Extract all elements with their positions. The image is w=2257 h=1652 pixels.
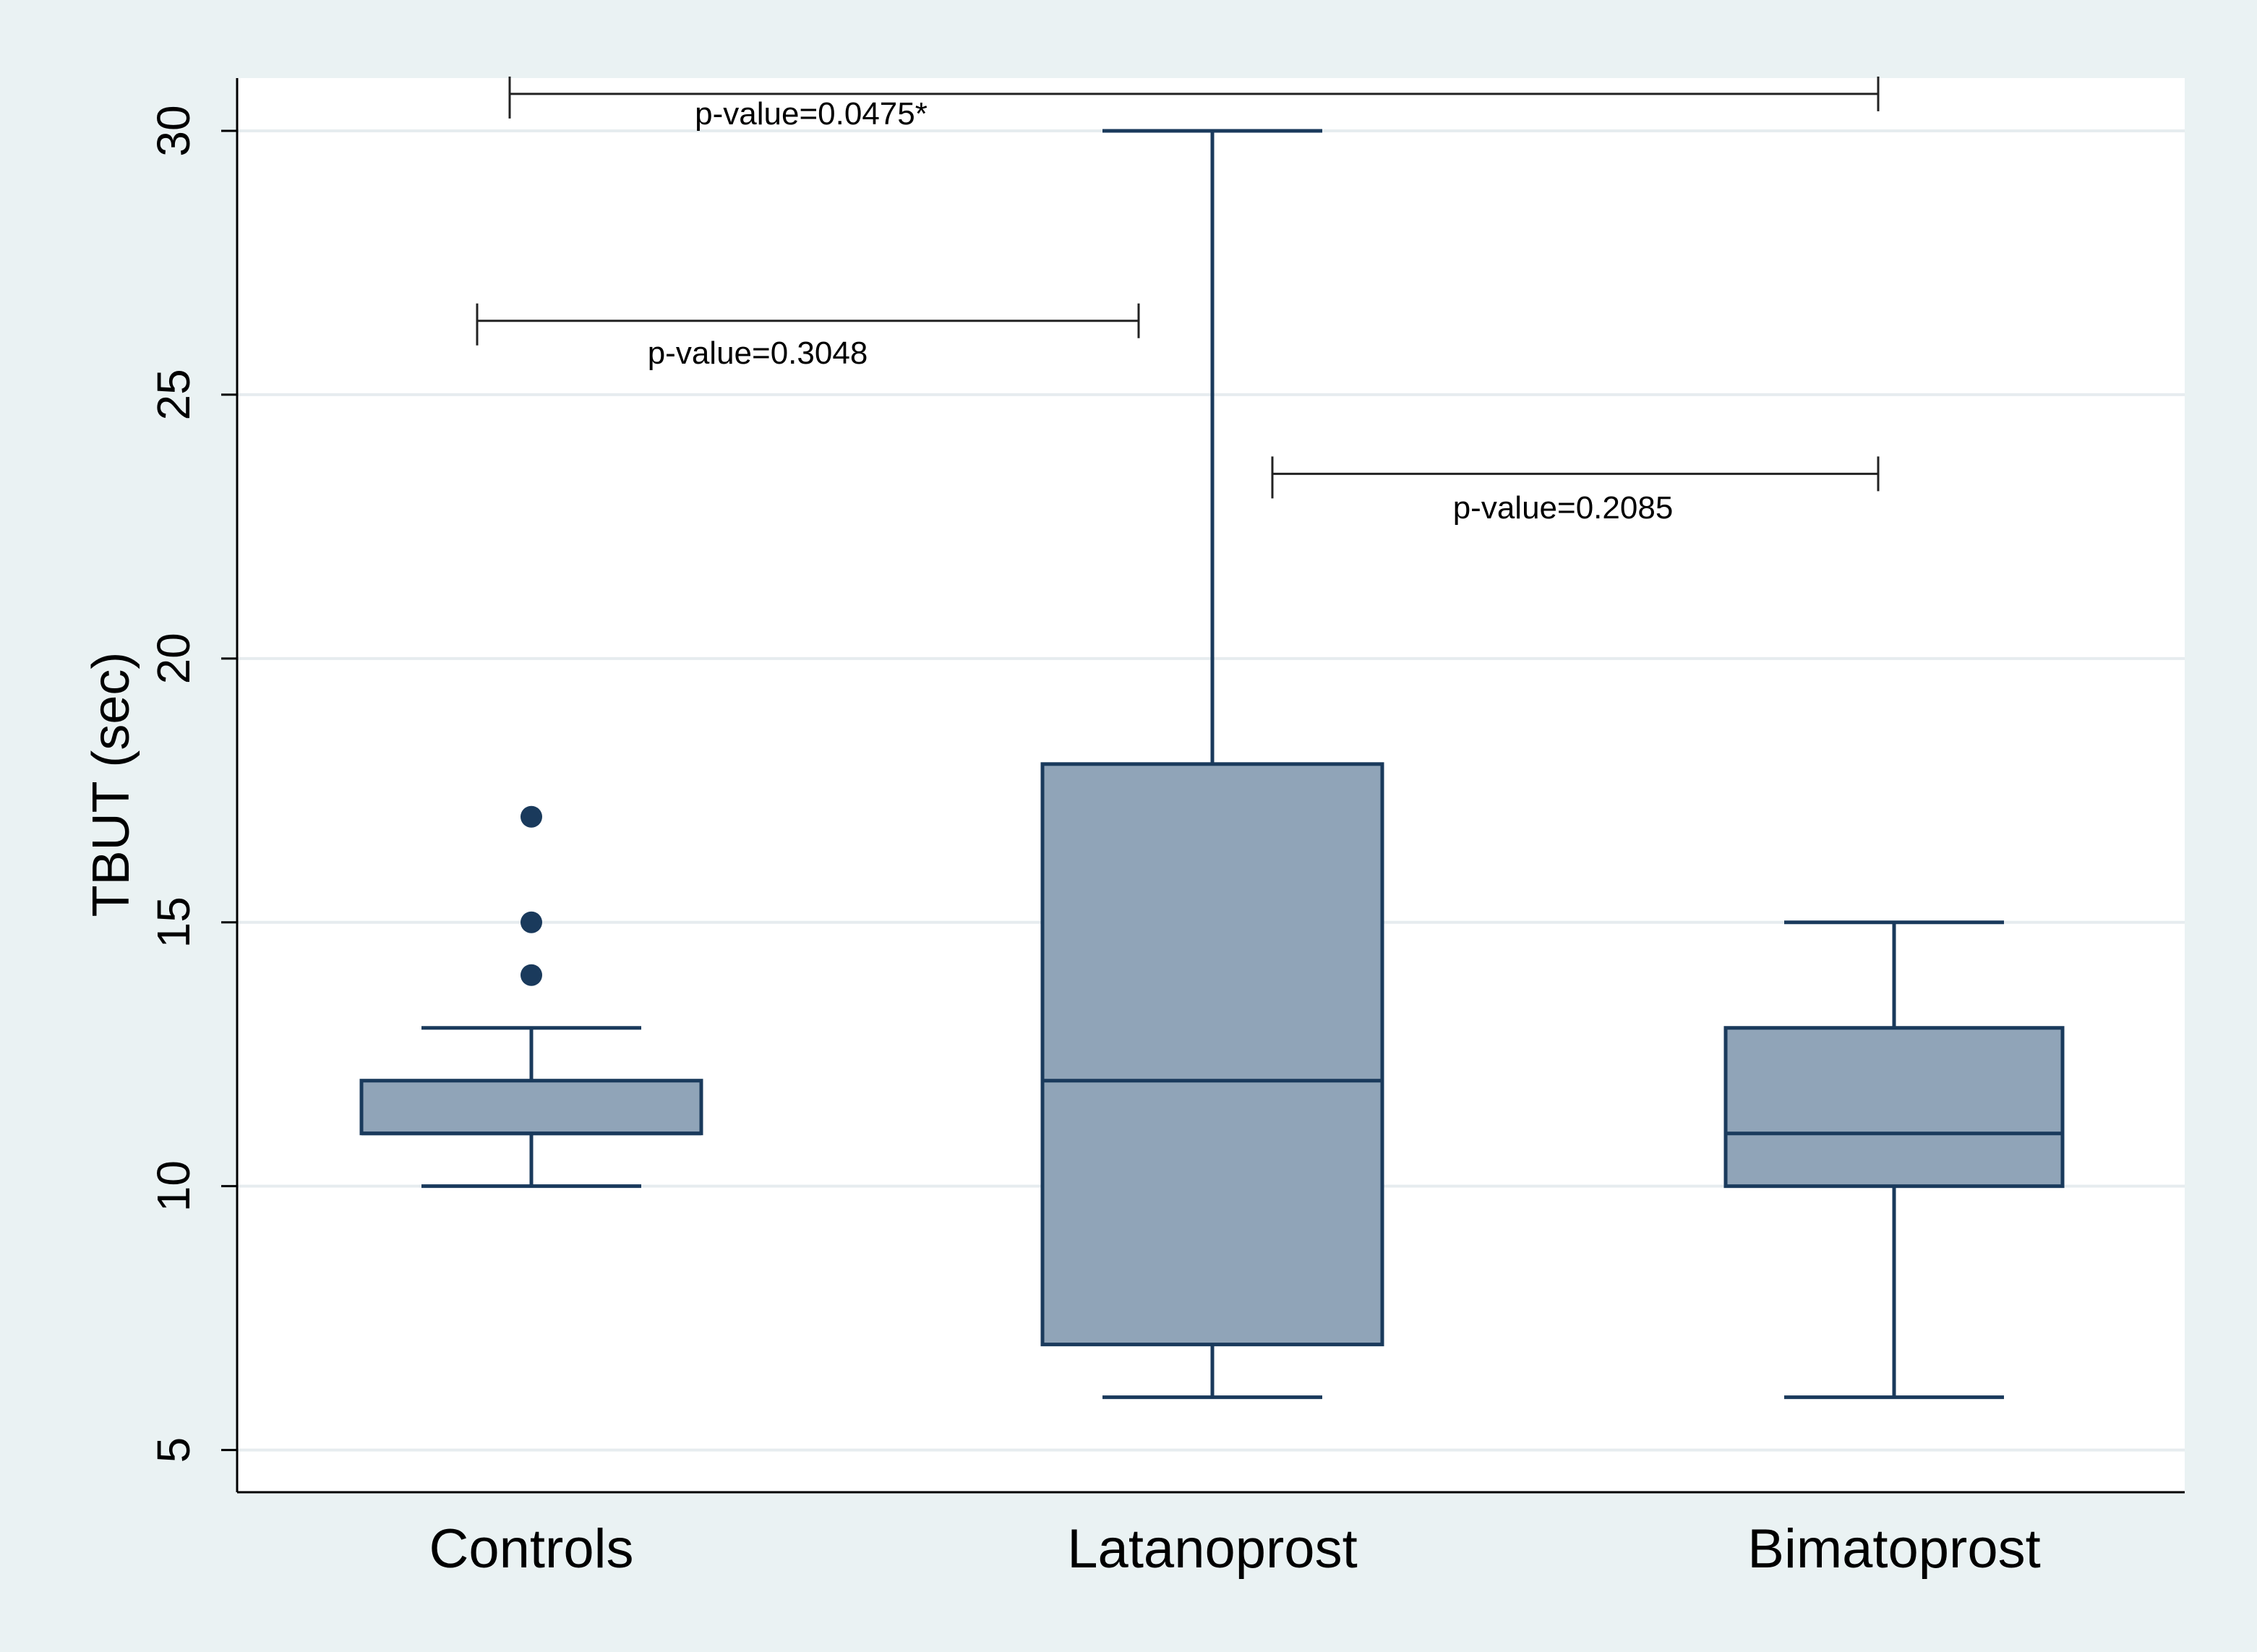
comparison-brackets: p-value=0.0475* p-value=0.3048 p-value=0.2… [476,76,1880,526]
y-tick-label: 25 [147,369,200,420]
y-ticks: 5 10 15 20 25 30 [147,105,237,1463]
comparison-bracket: p-value=0.3048 [476,303,1140,371]
box-latanoprost [1040,129,1384,1400]
iqr-box [1723,1026,2065,1189]
y-tick-label: 15 [147,896,200,948]
y-tick-label: 10 [147,1160,200,1212]
box-controls [359,805,703,1189]
category-labels: Controls Latanoprost Bimatoprost [429,1518,2041,1580]
outlier-point [521,964,542,986]
p-value-label: p-value=0.0475* [695,96,928,132]
p-value-label: p-value=0.3048 [648,335,868,371]
y-tick-label: 30 [147,105,200,156]
boxes [359,129,2065,1400]
iqr-box [359,1079,703,1136]
outlier-point [521,805,542,828]
y-tick-label: 5 [147,1437,200,1463]
y-tick-label: 20 [147,633,200,684]
x-category-label: Controls [429,1518,634,1580]
outlier-point [521,911,542,933]
p-value-label: p-value=0.2085 [1453,490,1674,526]
x-category-label: Latanoprost [1067,1518,1357,1580]
comparison-bracket: p-value=0.2085 [1271,456,1880,526]
x-category-label: Bimatoprost [1747,1518,2041,1580]
comparison-bracket: p-value=0.0475* [508,76,1880,132]
iqr-box [1040,762,1384,1347]
box-bimatoprost [1723,920,2065,1400]
y-axis-title: TBUT (sec) [82,652,140,917]
axes [236,78,2185,1494]
